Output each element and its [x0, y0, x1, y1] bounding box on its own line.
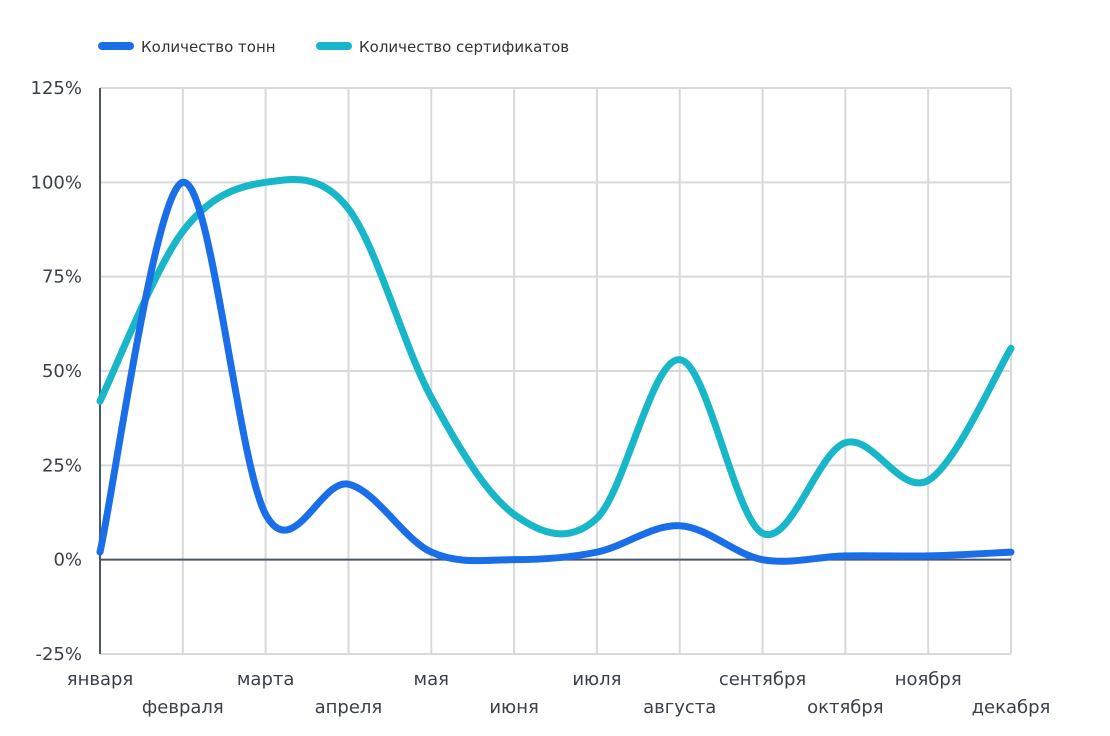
y-tick-label: 0% — [53, 550, 82, 571]
legend-swatch — [316, 42, 352, 50]
x-tick-label: января — [67, 669, 134, 690]
y-tick-label: 100% — [31, 172, 82, 193]
series-lines — [96, 176, 1015, 565]
x-tick-label: ноября — [895, 669, 962, 690]
x-tick-label: сентября — [719, 669, 806, 690]
x-tick-label: июля — [572, 669, 621, 690]
grid — [100, 87, 1012, 655]
x-tick-label: декабря — [972, 697, 1051, 718]
y-tick-label: 75% — [42, 267, 82, 288]
x-tick-label: мая — [414, 669, 449, 690]
y-axis-tick-labels: 125% 100% 75% 50% 25% 0% -25% — [31, 78, 82, 665]
series-line-2 — [96, 176, 1015, 539]
series-line-1 — [96, 178, 1015, 565]
legend: Количество тонн Количество сертификатов — [98, 38, 569, 56]
y-tick-label: 125% — [31, 78, 82, 99]
y-tick-label: -25% — [35, 644, 82, 665]
x-tick-label: февраля — [142, 697, 224, 718]
x-tick-label: июня — [489, 697, 538, 718]
x-tick-label: августа — [643, 697, 716, 718]
legend-label: Количество сертификатов — [359, 38, 569, 56]
y-tick-label: 50% — [42, 361, 82, 382]
y-tick-label: 25% — [42, 455, 82, 476]
x-axis-tick-labels: января февраля марта апреля мая июня июля авгус… — [67, 669, 1051, 718]
legend-label: Количество тонн — [141, 38, 276, 56]
x-tick-label: октября — [807, 697, 884, 718]
x-tick-label: апреля — [315, 697, 383, 718]
legend-swatch — [98, 42, 134, 50]
x-tick-label: марта — [237, 669, 295, 690]
